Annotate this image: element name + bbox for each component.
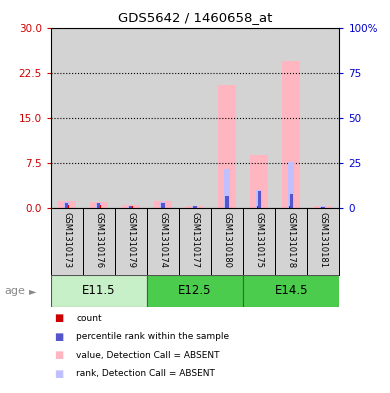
Bar (322, 207, 325, 208)
Text: GSM1310176: GSM1310176 (94, 212, 103, 268)
Bar (115, 28, 147, 208)
Bar (154, 201, 172, 208)
Bar (224, 169, 230, 208)
Bar (58, 201, 76, 208)
Text: ■: ■ (55, 332, 64, 342)
Bar (314, 206, 332, 208)
Bar (129, 206, 133, 208)
Text: GSM1310180: GSM1310180 (223, 212, 232, 268)
Bar (83, 208, 115, 275)
Bar (65, 205, 69, 208)
Bar (65, 203, 68, 208)
Text: ►: ► (29, 286, 37, 296)
Bar (250, 155, 268, 208)
Text: ■: ■ (55, 313, 64, 323)
Bar (179, 28, 211, 208)
Bar (147, 28, 179, 208)
Bar (225, 196, 229, 208)
Bar (179, 208, 211, 275)
Text: ■: ■ (55, 369, 64, 379)
Text: ■: ■ (55, 350, 64, 360)
Text: GSM1310177: GSM1310177 (190, 212, 200, 268)
Bar (51, 208, 83, 275)
Bar (51, 28, 83, 208)
Text: E14.5: E14.5 (275, 284, 308, 298)
Bar (161, 205, 165, 208)
Bar (218, 85, 236, 208)
Bar (289, 206, 293, 208)
Bar (193, 206, 197, 208)
Text: GSM1310179: GSM1310179 (126, 212, 135, 268)
Bar (211, 28, 243, 208)
Text: value, Detection Call = ABSENT: value, Detection Call = ABSENT (76, 351, 220, 360)
Bar (320, 206, 326, 208)
Bar (64, 202, 70, 208)
Text: count: count (76, 314, 102, 323)
Bar (97, 205, 101, 208)
Text: GSM1310175: GSM1310175 (255, 212, 264, 268)
Bar (275, 28, 307, 208)
Bar (243, 28, 275, 208)
Text: E12.5: E12.5 (178, 284, 212, 298)
Bar (160, 202, 166, 208)
Bar (122, 205, 140, 208)
Bar (90, 202, 108, 208)
Bar (243, 208, 275, 275)
Text: GSM1310173: GSM1310173 (62, 212, 71, 268)
Bar (51, 275, 147, 307)
Bar (129, 206, 133, 208)
Bar (290, 194, 293, 208)
Bar (161, 203, 165, 208)
Bar (257, 191, 261, 208)
Text: percentile rank within the sample: percentile rank within the sample (76, 332, 229, 341)
Bar (257, 206, 261, 208)
Bar (128, 206, 134, 208)
Bar (288, 162, 294, 208)
Bar (115, 208, 147, 275)
Bar (211, 208, 243, 275)
Bar (147, 208, 179, 275)
Bar (97, 203, 100, 208)
Bar (243, 275, 339, 307)
Bar (282, 61, 300, 208)
Bar (147, 275, 243, 307)
Bar (193, 207, 197, 208)
Text: age: age (4, 286, 25, 296)
Bar (307, 28, 339, 208)
Text: GSM1310174: GSM1310174 (158, 212, 167, 268)
Bar (186, 206, 204, 208)
Text: rank, Detection Call = ABSENT: rank, Detection Call = ABSENT (76, 369, 215, 378)
Text: E11.5: E11.5 (82, 284, 115, 298)
Bar (96, 203, 102, 208)
Bar (192, 206, 198, 208)
Text: GSM1310181: GSM1310181 (319, 212, 328, 268)
Bar (225, 206, 229, 208)
Text: GDS5642 / 1460658_at: GDS5642 / 1460658_at (118, 11, 272, 24)
Bar (275, 208, 307, 275)
Bar (256, 190, 262, 208)
Bar (83, 28, 115, 208)
Bar (307, 208, 339, 275)
Text: GSM1310178: GSM1310178 (287, 212, 296, 268)
